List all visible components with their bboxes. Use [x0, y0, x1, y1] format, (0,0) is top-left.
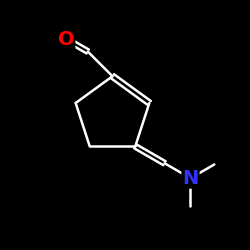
Text: N: N [182, 169, 198, 188]
Text: O: O [58, 30, 74, 48]
